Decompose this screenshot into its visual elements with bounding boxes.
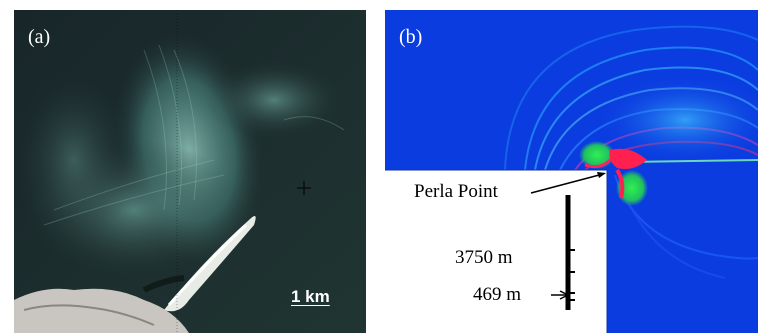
scale-bar-label: 1 km <box>291 287 330 306</box>
scale-large-label: 3750 m <box>455 247 513 268</box>
panel-a-label: (a) <box>28 26 51 48</box>
satellite-image-panel: (a) 1 km <box>14 10 366 333</box>
perla-point-arrow <box>530 173 604 194</box>
model-field-image <box>385 10 758 333</box>
scale-small-label: 469 m <box>473 284 522 305</box>
panel-b-label: (b) <box>399 26 423 48</box>
model-output-panel: (b) Perla Point 3750 m 469 m <box>385 10 758 333</box>
crosshair-marker <box>297 181 311 195</box>
perla-point-label: Perla Point <box>414 181 498 202</box>
satellite-image <box>14 10 366 333</box>
scale-bar <box>551 195 575 310</box>
